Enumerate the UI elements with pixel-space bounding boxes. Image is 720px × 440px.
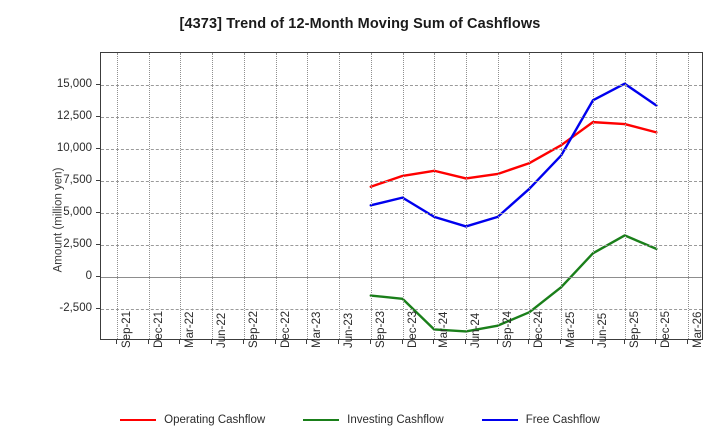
x-tick-label: Sep-23 <box>374 310 387 348</box>
gridline-horizontal <box>101 277 702 278</box>
gridline-vertical <box>434 53 436 339</box>
x-tick-mark <box>687 340 689 344</box>
y-tick-label: 7,500 <box>63 174 92 186</box>
series-line <box>369 82 658 228</box>
x-tick-mark <box>242 340 244 344</box>
x-tick-label: Jun-23 <box>343 312 356 348</box>
x-tick-mark <box>464 340 466 344</box>
plot-area <box>100 52 703 340</box>
x-tick-label: Dec-21 <box>152 310 165 348</box>
y-tick-label: -2,500 <box>59 302 92 314</box>
gridline-vertical <box>624 53 626 339</box>
series-line <box>369 234 658 333</box>
y-tick-label: 10,000 <box>56 142 92 154</box>
y-tick-mark <box>96 276 100 277</box>
gridline-vertical <box>497 53 499 339</box>
x-tick-mark <box>401 340 403 344</box>
x-tick-label: Jun-25 <box>596 312 609 348</box>
y-tick-mark <box>96 180 100 181</box>
x-tick-mark <box>306 340 308 344</box>
legend-item[interactable]: Free Cashflow <box>481 414 600 426</box>
x-tick-label: Dec-24 <box>533 310 546 348</box>
chart-legend: Operating Cashflow Investing Cashflow Free… <box>0 414 720 426</box>
x-tick-label: Sep-22 <box>247 310 260 348</box>
x-tick-mark <box>369 340 371 344</box>
gridline-vertical <box>402 53 404 339</box>
gridline-vertical <box>339 53 341 339</box>
y-tick-label: 0 <box>85 270 92 282</box>
legend-color-swatch <box>303 419 340 421</box>
x-tick-mark <box>560 340 562 344</box>
legend-item[interactable]: Operating Cashflow <box>120 414 265 426</box>
y-tick-mark <box>96 84 100 85</box>
chart-title: [4373] Trend of 12-Month Moving Sum of C… <box>179 16 541 32</box>
gridline-vertical <box>148 53 150 339</box>
x-tick-label: Mar-25 <box>565 311 578 348</box>
gridline-vertical <box>243 53 245 339</box>
gridline-vertical <box>465 53 467 339</box>
gridline-vertical <box>370 53 372 339</box>
gridline-vertical <box>275 53 277 339</box>
gridline-vertical <box>307 53 309 339</box>
x-tick-mark <box>655 340 657 344</box>
x-tick-label: Jun-22 <box>216 312 229 348</box>
legend-color-swatch <box>120 419 157 421</box>
x-tick-mark <box>591 340 593 344</box>
x-tick-label: Mar-26 <box>692 311 705 348</box>
x-tick-mark <box>179 340 181 344</box>
x-tick-label: Mar-23 <box>311 311 324 348</box>
gridline-vertical <box>212 53 214 339</box>
legend-label: Investing Cashflow <box>347 414 444 426</box>
gridline-vertical <box>656 53 658 339</box>
y-tick-mark <box>96 116 100 117</box>
x-tick-label: Jun-24 <box>469 312 482 348</box>
y-tick-mark <box>96 244 100 245</box>
x-tick-mark <box>274 340 276 344</box>
gridline-vertical <box>180 53 182 339</box>
gridline-vertical <box>688 53 690 339</box>
gridline-horizontal <box>101 309 702 310</box>
y-tick-label: 15,000 <box>56 78 92 90</box>
legend-item[interactable]: Investing Cashflow <box>303 414 444 426</box>
legend-label: Operating Cashflow <box>164 414 266 426</box>
x-tick-label: Sep-21 <box>120 310 133 348</box>
gridline-vertical <box>592 53 594 339</box>
y-tick-mark <box>96 148 100 149</box>
x-tick-mark <box>338 340 340 344</box>
x-tick-mark <box>147 340 149 344</box>
gridline-horizontal <box>101 85 702 86</box>
y-tick-mark <box>96 308 100 309</box>
x-tick-label: Sep-24 <box>501 310 514 348</box>
legend-color-swatch <box>481 419 518 421</box>
x-tick-mark <box>623 340 625 344</box>
y-tick-label: 12,500 <box>56 110 92 122</box>
gridline-horizontal <box>101 181 702 182</box>
series-line <box>369 120 658 188</box>
x-tick-mark <box>433 340 435 344</box>
x-tick-mark <box>211 340 213 344</box>
y-tick-label: 5,000 <box>63 206 92 218</box>
gridline-horizontal <box>101 245 702 246</box>
x-tick-label: Dec-22 <box>279 310 292 348</box>
x-tick-mark <box>115 340 117 344</box>
y-tick-label: 2,500 <box>63 238 92 250</box>
x-tick-mark <box>496 340 498 344</box>
x-tick-label: Dec-25 <box>660 310 673 348</box>
gridline-vertical <box>561 53 563 339</box>
series-layer <box>369 82 658 333</box>
y-tick-mark <box>96 212 100 213</box>
x-tick-label: Mar-24 <box>438 311 451 348</box>
x-tick-label: Sep-25 <box>628 310 641 348</box>
legend-label: Free Cashflow <box>525 414 600 426</box>
gridline-vertical <box>116 53 118 339</box>
x-tick-mark <box>528 340 530 344</box>
x-tick-label: Mar-22 <box>184 311 197 348</box>
x-tick-label: Dec-23 <box>406 310 419 348</box>
gridline-horizontal <box>101 117 702 118</box>
gridline-horizontal <box>101 213 702 214</box>
gridline-horizontal <box>101 149 702 150</box>
gridline-vertical <box>529 53 531 339</box>
